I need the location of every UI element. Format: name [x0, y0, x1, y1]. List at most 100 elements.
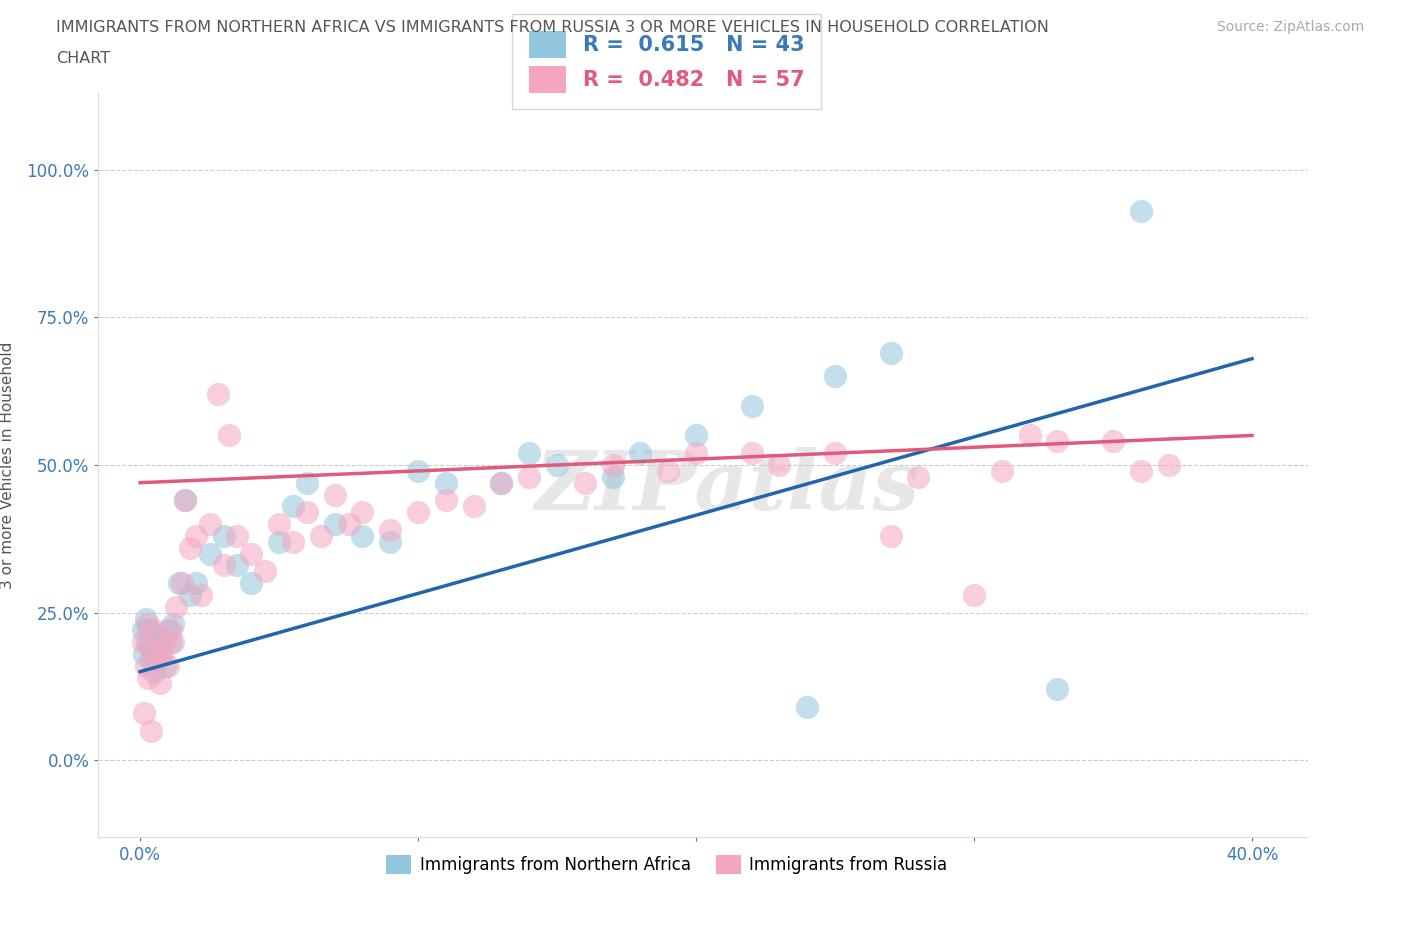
- Point: [630, 445, 652, 460]
- Point: [463, 498, 485, 513]
- Point: [136, 634, 159, 649]
- Point: [212, 558, 235, 573]
- Legend: Immigrants from Northern Africa, Immigrants from Russia: Immigrants from Northern Africa, Immigra…: [380, 849, 953, 881]
- Point: [138, 671, 160, 685]
- Point: [323, 487, 346, 502]
- Point: [1102, 434, 1125, 449]
- Point: [281, 498, 304, 513]
- Point: [226, 528, 249, 543]
- Point: [146, 653, 169, 668]
- Point: [190, 588, 212, 603]
- Point: [1157, 458, 1180, 472]
- Point: [143, 623, 166, 638]
- Point: [134, 646, 156, 661]
- Point: [685, 428, 707, 443]
- Point: [156, 658, 179, 673]
- Point: [132, 623, 155, 638]
- Point: [170, 576, 193, 591]
- Point: [179, 540, 201, 555]
- Point: [352, 528, 374, 543]
- Point: [226, 558, 249, 573]
- Point: [207, 387, 229, 402]
- Point: [212, 528, 235, 543]
- Point: [184, 576, 207, 591]
- Y-axis label: 3 or more Vehicles in Household: 3 or more Vehicles in Household: [0, 341, 15, 589]
- Point: [741, 399, 763, 414]
- Point: [218, 428, 240, 443]
- Point: [1018, 428, 1040, 443]
- Point: [240, 546, 263, 561]
- Point: [173, 493, 195, 508]
- Point: [517, 470, 540, 485]
- Point: [153, 658, 176, 673]
- Point: [1129, 463, 1152, 478]
- Point: [337, 516, 360, 531]
- Text: ZIPatlas: ZIPatlas: [534, 447, 920, 527]
- Point: [741, 445, 763, 460]
- Point: [824, 369, 846, 384]
- Point: [146, 629, 169, 644]
- Point: [281, 535, 304, 550]
- Point: [150, 646, 173, 661]
- Point: [685, 445, 707, 460]
- Point: [167, 576, 190, 591]
- Point: [352, 505, 374, 520]
- Point: [602, 458, 624, 472]
- Point: [141, 724, 163, 738]
- Point: [991, 463, 1014, 478]
- Point: [269, 535, 291, 550]
- Text: CHART: CHART: [56, 51, 110, 66]
- Point: [135, 611, 157, 626]
- Point: [162, 634, 184, 649]
- Point: [150, 634, 173, 649]
- Text: Source: ZipAtlas.com: Source: ZipAtlas.com: [1216, 20, 1364, 34]
- Point: [434, 475, 457, 490]
- Point: [491, 475, 513, 490]
- Point: [406, 463, 429, 478]
- Point: [254, 564, 277, 578]
- Point: [148, 676, 170, 691]
- Point: [517, 445, 540, 460]
- Point: [295, 505, 318, 520]
- Point: [602, 470, 624, 485]
- Point: [323, 516, 346, 531]
- Point: [380, 535, 402, 550]
- Point: [143, 664, 166, 679]
- Point: [963, 588, 986, 603]
- Point: [879, 528, 901, 543]
- Point: [907, 470, 929, 485]
- Point: [269, 516, 291, 531]
- Point: [148, 646, 170, 661]
- Point: [657, 463, 679, 478]
- Point: [546, 458, 568, 472]
- Point: [198, 516, 221, 531]
- Point: [406, 505, 429, 520]
- Point: [179, 588, 201, 603]
- Point: [141, 653, 163, 668]
- Point: [1046, 682, 1069, 697]
- Point: [1046, 434, 1069, 449]
- Point: [198, 546, 221, 561]
- Point: [165, 599, 187, 614]
- Point: [434, 493, 457, 508]
- Point: [159, 623, 181, 638]
- Point: [1129, 204, 1152, 219]
- Point: [139, 641, 162, 656]
- Point: [162, 617, 184, 631]
- Point: [574, 475, 596, 490]
- Point: [173, 493, 195, 508]
- Point: [768, 458, 790, 472]
- Point: [879, 345, 901, 360]
- Point: [132, 634, 155, 649]
- Point: [136, 617, 159, 631]
- Point: [138, 623, 160, 638]
- Point: [309, 528, 332, 543]
- Point: [240, 576, 263, 591]
- Point: [184, 528, 207, 543]
- Point: [380, 523, 402, 538]
- Point: [139, 641, 162, 656]
- Point: [156, 623, 179, 638]
- Text: IMMIGRANTS FROM NORTHERN AFRICA VS IMMIGRANTS FROM RUSSIA 3 OR MORE VEHICLES IN : IMMIGRANTS FROM NORTHERN AFRICA VS IMMIG…: [56, 20, 1049, 35]
- Point: [134, 706, 156, 721]
- Point: [824, 445, 846, 460]
